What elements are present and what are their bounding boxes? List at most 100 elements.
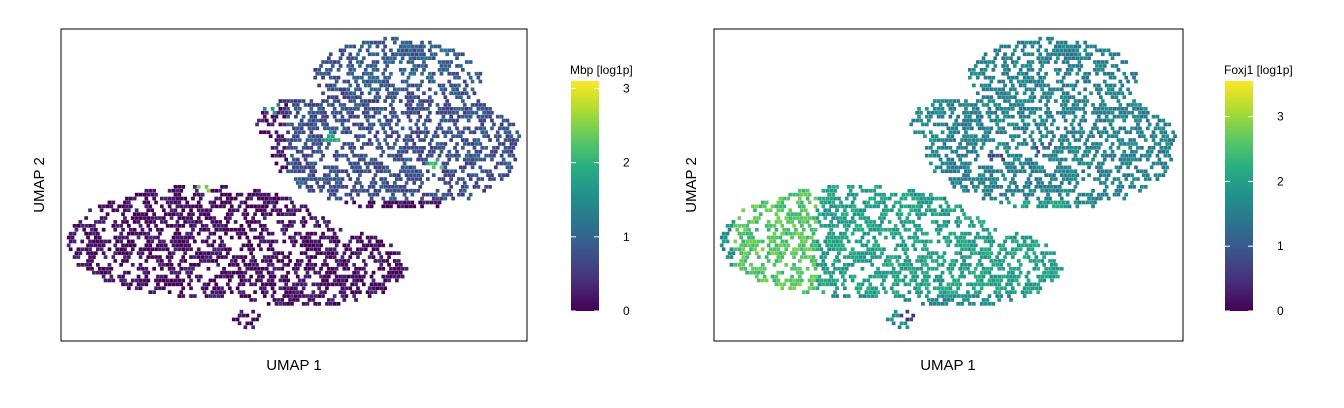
hex-cell — [239, 309, 244, 314]
hex-cell — [1022, 286, 1027, 291]
hex-cell — [1050, 114, 1054, 119]
hex-cell — [778, 251, 783, 255]
hex-cell — [274, 138, 279, 142]
hex-cell — [162, 208, 166, 213]
hex-cell — [1028, 79, 1033, 84]
hex-cell — [315, 110, 320, 115]
hex-cell — [344, 278, 349, 283]
hex-cell — [962, 103, 966, 107]
hex-cell — [509, 165, 514, 170]
hex-cell — [311, 298, 316, 302]
hex-cell — [282, 114, 287, 119]
hex-cell — [907, 188, 912, 193]
hex-cell — [1054, 146, 1058, 150]
hex-cell — [443, 103, 448, 107]
hex-cell — [286, 114, 290, 119]
hex-cell — [466, 126, 471, 131]
hex-cell — [305, 185, 310, 189]
hex-cell — [1024, 196, 1029, 201]
hex-cell — [466, 95, 471, 99]
hex-cell — [1013, 103, 1017, 107]
hex-cell — [895, 243, 900, 248]
hex-cell — [1018, 114, 1023, 119]
hex-cell — [915, 204, 919, 209]
hex-cell — [964, 161, 968, 166]
hex-cell — [1022, 122, 1027, 127]
hex-cell — [1024, 40, 1029, 45]
hex-cell — [99, 270, 104, 275]
hex-cell — [843, 294, 847, 298]
hex-cell — [177, 216, 182, 220]
hex-cell — [721, 247, 726, 252]
hex-cell — [278, 208, 283, 213]
hex-cell — [1046, 153, 1050, 158]
hex-cell — [934, 251, 939, 255]
hex-cell — [348, 83, 353, 88]
hex-cell — [501, 157, 506, 162]
hex-cell — [929, 114, 933, 119]
hex-cell — [1089, 146, 1093, 150]
hex-cell — [113, 259, 118, 263]
hex-cell — [307, 126, 312, 131]
hex-cell — [1134, 118, 1138, 123]
hex-cell — [930, 220, 935, 224]
hex-cell — [196, 263, 201, 267]
hex-cell — [165, 224, 170, 228]
hex-cell — [338, 227, 343, 232]
hex-cell — [297, 294, 302, 298]
hex-cell — [387, 185, 391, 189]
hex-cell — [1052, 204, 1056, 209]
hex-cell — [915, 235, 919, 240]
hex-cell — [132, 227, 137, 232]
hex-cell — [1077, 146, 1082, 150]
hex-cell — [193, 239, 197, 244]
hex-cell — [497, 126, 502, 131]
hex-cell — [441, 68, 446, 72]
hex-cell — [862, 294, 867, 298]
hex-cell — [954, 251, 959, 255]
hex-cell — [464, 83, 469, 88]
hex-cell — [975, 278, 980, 283]
hex-cell — [373, 290, 378, 294]
hex-cell — [1022, 114, 1027, 119]
hex-cell — [383, 60, 387, 64]
hex-cell — [319, 110, 323, 115]
hex-cell — [923, 274, 927, 279]
hex-cell — [177, 247, 182, 252]
hex-cell — [332, 99, 337, 103]
hex-cell — [903, 204, 908, 209]
hex-cell — [327, 274, 331, 279]
hex-cell — [185, 239, 189, 244]
hex-cell — [1112, 52, 1117, 57]
hex-cell — [925, 247, 929, 252]
hex-cell — [1022, 192, 1027, 197]
hex-cell — [426, 130, 430, 135]
hex-cell — [305, 208, 310, 213]
hex-cell — [913, 247, 917, 252]
hex-cell — [396, 259, 401, 263]
hex-cell — [362, 282, 366, 287]
hex-cell — [360, 185, 364, 189]
hex-cell — [400, 266, 405, 271]
hex-cell — [972, 185, 976, 189]
hex-cell — [235, 263, 240, 267]
hex-cell — [903, 220, 908, 224]
hex-cell — [835, 224, 839, 228]
hex-cell — [1102, 64, 1107, 68]
hex-cell — [1016, 266, 1021, 271]
hex-cell — [952, 161, 957, 166]
hex-cell — [889, 192, 894, 197]
hex-cell — [798, 235, 802, 240]
hex-cell — [437, 177, 442, 181]
hex-cell — [1085, 161, 1089, 166]
hex-cell — [1112, 75, 1117, 80]
hex-cell — [860, 227, 865, 232]
hex-cell — [891, 313, 896, 318]
hex-cell — [825, 235, 830, 240]
hex-cell — [171, 266, 176, 271]
hex-cell — [297, 185, 302, 189]
hex-cell — [803, 239, 808, 244]
hex-cell — [457, 91, 461, 96]
hex-cell — [356, 286, 360, 291]
hex-cell — [340, 91, 345, 96]
